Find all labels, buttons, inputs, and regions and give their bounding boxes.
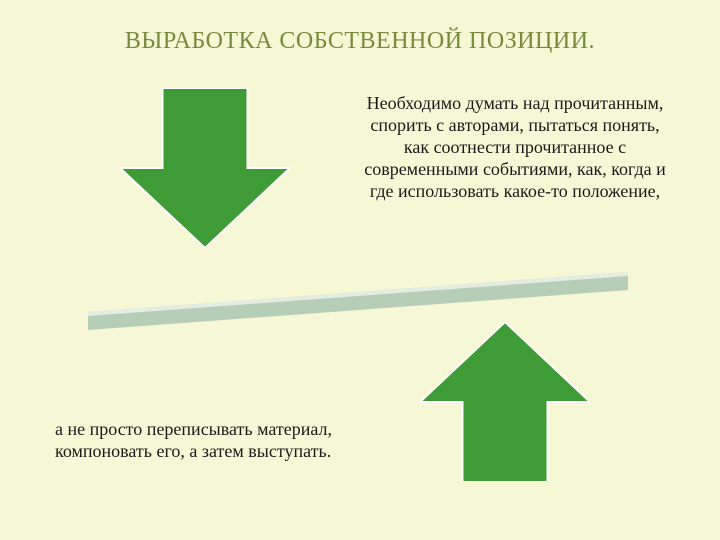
balance-bar bbox=[88, 270, 628, 330]
body-text-bottom: а не просто переписывать материал, компо… bbox=[55, 418, 395, 462]
slide-title: ВЫРАБОТКА СОБСТВЕННОЙ ПОЗИЦИИ. bbox=[0, 28, 720, 55]
arrow-down-icon bbox=[120, 88, 290, 248]
slide: ВЫРАБОТКА СОБСТВЕННОЙ ПОЗИЦИИ. Необходим… bbox=[0, 0, 720, 540]
arrow-up-icon bbox=[420, 322, 590, 482]
body-text-top: Необходимо думать над прочитанным, спори… bbox=[360, 92, 670, 202]
